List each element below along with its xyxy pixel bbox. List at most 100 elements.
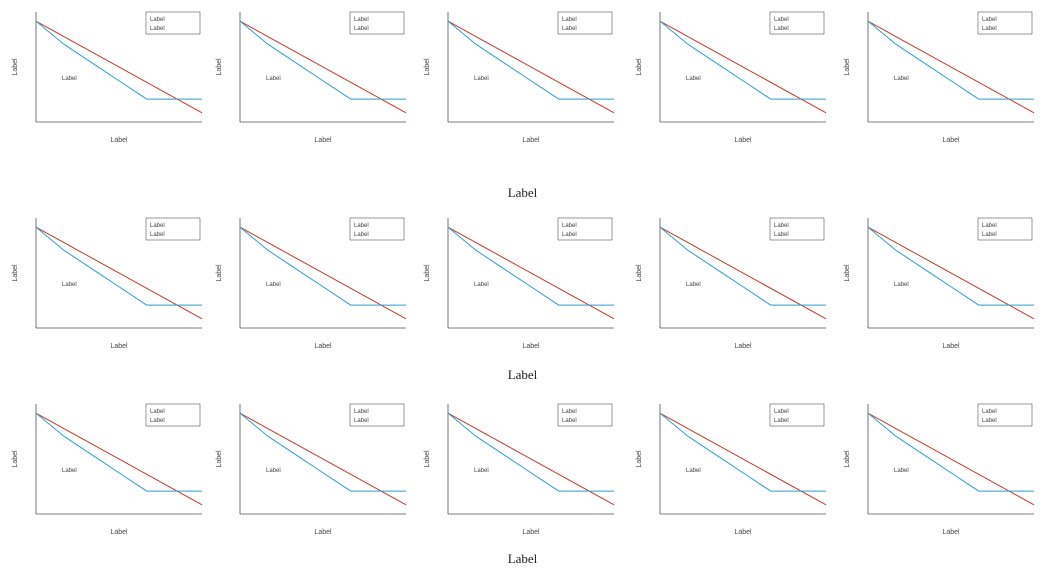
row-title-3: Label	[507, 551, 538, 566]
slope-label: Label	[474, 468, 489, 474]
panel-2-2: Label Label Label Label Label	[424, 403, 615, 536]
legend: Label Label	[557, 403, 613, 427]
legend-data: Label	[354, 223, 369, 229]
x-axis-label: Label	[522, 529, 540, 536]
x-axis-label: Label	[110, 529, 128, 536]
fit-line	[659, 412, 827, 506]
legend-data: Label	[982, 223, 997, 229]
legend: Label Label	[977, 11, 1033, 35]
legend-box	[349, 11, 405, 35]
legend-data: Label	[150, 409, 165, 415]
data-line	[867, 412, 1034, 492]
y-axis-label: Label	[216, 58, 223, 76]
data-line	[659, 226, 826, 306]
panel-0-2: Label Label Label Label Label	[424, 11, 615, 144]
y-axis-label: Label	[844, 450, 851, 468]
legend-fitting: Label	[982, 26, 997, 32]
legend-data: Label	[982, 409, 997, 415]
y-axis-label: Label	[636, 450, 643, 468]
legend: Label Label	[557, 11, 613, 35]
legend-box	[769, 403, 825, 427]
legend-box	[349, 217, 405, 241]
legend-fitting: Label	[562, 232, 577, 238]
data-line	[239, 226, 406, 306]
data-line	[867, 20, 1034, 100]
fit-line	[35, 20, 203, 114]
data-line	[447, 20, 614, 100]
legend-fitting: Label	[354, 232, 369, 238]
legend: Label Label	[349, 217, 405, 241]
legend-data: Label	[354, 17, 369, 23]
data-line	[867, 226, 1034, 306]
legend-box	[557, 403, 613, 427]
fit-line	[447, 226, 615, 320]
panel-2-3: Label Label Label Label Label	[636, 403, 827, 536]
legend: Label Label	[769, 403, 825, 427]
fit-line	[239, 226, 407, 320]
x-axis-label: Label	[522, 137, 540, 144]
y-axis-label: Label	[844, 58, 851, 76]
row-title-1: Label	[507, 185, 538, 200]
panel-2-4: Label Label Label Label Label	[844, 403, 1035, 536]
panel-2-0: Label Label Label Label Label	[12, 403, 203, 536]
legend: Label Label	[349, 11, 405, 35]
legend: Label Label	[145, 217, 201, 241]
legend-fitting: Label	[354, 26, 369, 32]
legend-data: Label	[774, 17, 789, 23]
legend-box	[977, 11, 1033, 35]
panel-1-4: Label Label Label Label Label	[844, 217, 1035, 350]
legend-fitting: Label	[562, 26, 577, 32]
panel-1-3: Label Label Label Label Label	[636, 217, 827, 350]
slope-label: Label	[686, 282, 701, 288]
fit-line	[659, 20, 827, 114]
legend-data: Label	[562, 17, 577, 23]
fit-line	[867, 226, 1035, 320]
panel-0-4: Label Label Label Label Label	[844, 11, 1035, 144]
slope-label: Label	[62, 468, 77, 474]
data-line	[239, 20, 406, 100]
panel-1-2: Label Label Label Label Label	[424, 217, 615, 350]
slope-label: Label	[686, 76, 701, 82]
x-axis-label: Label	[734, 343, 752, 350]
legend-box	[557, 11, 613, 35]
y-axis-label: Label	[844, 264, 851, 282]
y-axis-label: Label	[12, 264, 19, 282]
slope-label: Label	[266, 76, 281, 82]
legend-data: Label	[354, 409, 369, 415]
x-axis-label: Label	[522, 343, 540, 350]
y-axis-label: Label	[12, 450, 19, 468]
fit-line	[35, 412, 203, 506]
slope-label: Label	[894, 282, 909, 288]
panel-0-1: Label Label Label Label Label	[216, 11, 407, 144]
x-axis-label: Label	[110, 343, 128, 350]
fit-line	[447, 20, 615, 114]
legend-fitting: Label	[354, 418, 369, 424]
slope-label: Label	[62, 76, 77, 82]
legend-fitting: Label	[774, 26, 789, 32]
x-axis-label: Label	[110, 137, 128, 144]
x-axis-label: Label	[942, 343, 960, 350]
legend-fitting: Label	[774, 232, 789, 238]
data-line	[35, 412, 202, 492]
legend-box	[145, 217, 201, 241]
legend-box	[769, 11, 825, 35]
data-line	[35, 226, 202, 306]
legend-data: Label	[150, 223, 165, 229]
legend-fitting: Label	[982, 232, 997, 238]
legend-data: Label	[562, 409, 577, 415]
fit-line	[35, 226, 203, 320]
panel-0-0: Label Label Label Label Label	[12, 11, 203, 144]
legend-box	[557, 217, 613, 241]
fit-line	[659, 226, 827, 320]
y-axis-label: Label	[424, 450, 431, 468]
panel-1-0: Label Label Label Label Label	[12, 217, 203, 350]
slope-label: Label	[894, 76, 909, 82]
legend: Label Label	[145, 403, 201, 427]
data-line	[447, 226, 614, 306]
fit-line	[867, 20, 1035, 114]
legend: Label Label	[145, 11, 201, 35]
legend-data: Label	[774, 223, 789, 229]
fit-line	[239, 412, 407, 506]
y-axis-label: Label	[424, 58, 431, 76]
y-axis-label: Label	[216, 264, 223, 282]
